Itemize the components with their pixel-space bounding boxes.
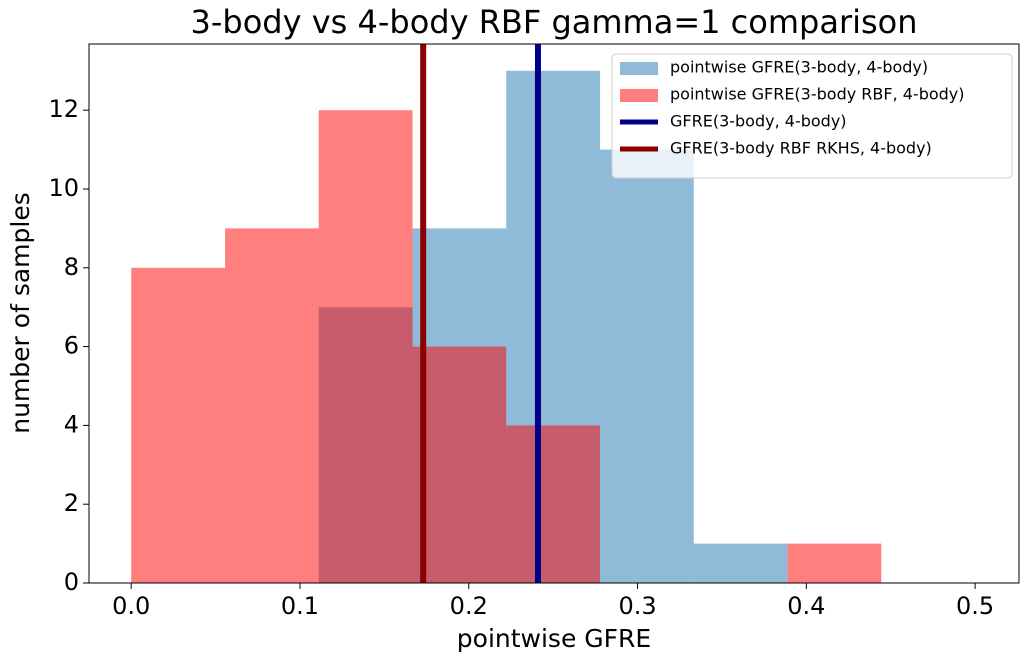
y-tick-label: 4 xyxy=(64,410,79,438)
x-tick-label: 0.1 xyxy=(281,592,319,620)
histogram-bar xyxy=(225,228,319,584)
x-tick-label: 0.0 xyxy=(112,592,150,620)
legend-label: pointwise GFRE(3-body RBF, 4-body) xyxy=(670,85,965,104)
y-tick-label: 8 xyxy=(64,253,79,281)
x-tick-label: 0.4 xyxy=(787,592,825,620)
x-tick-label: 0.3 xyxy=(618,592,656,620)
legend-label: GFRE(3-body RBF RKHS, 4-body) xyxy=(670,139,932,158)
histogram-bar xyxy=(506,425,601,583)
histogram-bar xyxy=(318,110,413,583)
histogram-bar xyxy=(787,543,882,583)
histogram-bar xyxy=(412,346,507,583)
legend: pointwise GFRE(3-body, 4-body) pointwise … xyxy=(611,53,1013,179)
legend-box xyxy=(611,53,1013,179)
y-tick-label: 6 xyxy=(64,332,79,360)
x-tick-label: 0.2 xyxy=(450,592,488,620)
legend-swatch xyxy=(620,62,658,75)
plot-frame xyxy=(88,43,1020,584)
legend-label: pointwise GFRE(3-body, 4-body) xyxy=(670,58,928,77)
y-tick-label: 12 xyxy=(48,95,79,123)
histogram-bar xyxy=(693,543,788,583)
histogram-bar xyxy=(600,149,694,583)
y-tick-label: 2 xyxy=(64,489,79,517)
y-tick-label: 10 xyxy=(48,174,79,202)
x-axis-label: pointwise GFRE xyxy=(457,624,651,653)
histogram-bar xyxy=(131,267,226,583)
legend-label: GFRE(3-body, 4-body) xyxy=(670,112,847,131)
y-tick-label: 0 xyxy=(64,568,79,596)
x-tick-label: 0.5 xyxy=(956,592,994,620)
y-axis-label: number of samples xyxy=(6,192,35,433)
legend-swatch xyxy=(620,89,658,102)
chart-title: 3-body vs 4-body RBF gamma=1 comparison xyxy=(190,3,917,41)
